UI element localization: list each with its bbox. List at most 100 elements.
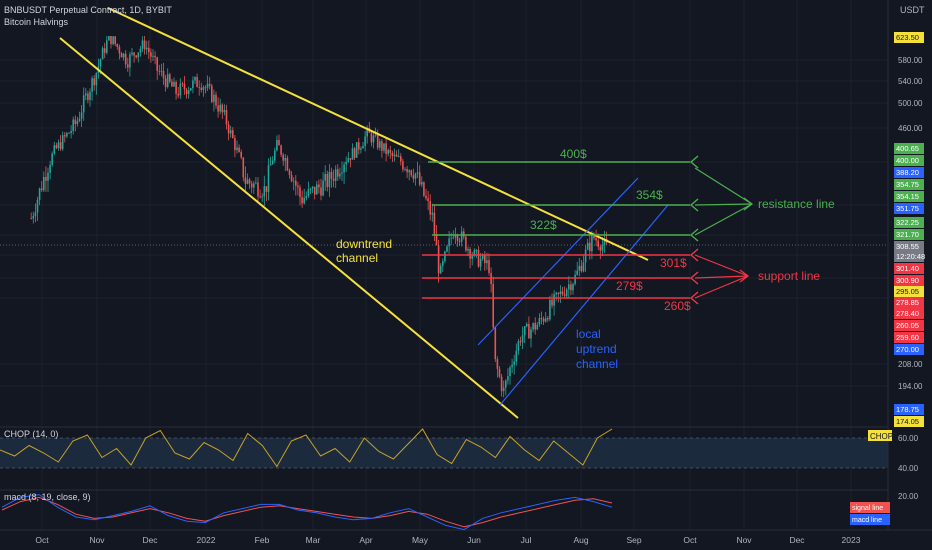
- candle: [318, 184, 320, 188]
- candle: [433, 212, 436, 234]
- price-badge-bg: [894, 297, 924, 308]
- candle: [299, 187, 301, 198]
- candle: [351, 148, 354, 160]
- price-badge: 322.25: [896, 218, 919, 227]
- price-badge-bg: [894, 179, 924, 190]
- candle: [586, 242, 589, 250]
- candle: [78, 118, 81, 121]
- candle: [442, 261, 444, 266]
- candle: [309, 188, 312, 190]
- candle: [236, 147, 238, 151]
- candle: [87, 93, 89, 100]
- candle: [446, 246, 448, 252]
- candle: [517, 341, 520, 351]
- level-label-260: 260$: [664, 299, 691, 313]
- candle: [599, 246, 602, 251]
- candle: [196, 77, 198, 88]
- price-badge: 321.70: [896, 230, 919, 239]
- candle: [574, 274, 576, 284]
- price-badge: 270.00: [896, 345, 919, 354]
- price-badge: 623.50: [896, 33, 919, 42]
- price-tick-label: 500.00: [898, 99, 923, 108]
- uptrend-label-1: local: [576, 327, 601, 341]
- candle: [519, 341, 522, 343]
- downtrend-lower-line[interactable]: [59, 37, 519, 419]
- price-badge-bg: [894, 344, 924, 355]
- candle: [532, 323, 534, 330]
- candle: [496, 359, 499, 369]
- support-arrowhead: [739, 269, 749, 283]
- candle: [500, 376, 503, 392]
- candle: [360, 148, 362, 150]
- candle: [379, 141, 381, 148]
- price-tick-label: 208.00: [898, 360, 923, 369]
- candle: [513, 361, 515, 365]
- time-tick-label: May: [412, 535, 429, 545]
- support-arrow-3: [694, 275, 749, 299]
- uptrend-upper-line[interactable]: [477, 177, 639, 346]
- time-tick-label: Nov: [89, 535, 105, 545]
- candle: [173, 82, 175, 87]
- candle: [194, 77, 196, 81]
- candle: [385, 143, 387, 154]
- uptrend-lower-line[interactable]: [499, 204, 669, 406]
- candle: [463, 231, 465, 237]
- candle: [565, 289, 568, 296]
- candle: [91, 78, 93, 92]
- candle: [129, 54, 131, 68]
- chop-series-line: [0, 428, 613, 468]
- candle: [156, 57, 158, 71]
- candle: [358, 142, 360, 150]
- candle: [332, 178, 335, 181]
- candle: [353, 148, 356, 158]
- candle: [250, 183, 253, 188]
- level-label-279: 279$: [616, 279, 643, 293]
- price-badge-bg: [894, 167, 924, 178]
- candle: [187, 90, 190, 95]
- candle: [204, 87, 207, 89]
- candle: [484, 254, 486, 264]
- candle: [542, 318, 545, 322]
- candle: [183, 83, 186, 90]
- candle: [347, 158, 350, 162]
- candle: [534, 323, 536, 330]
- candle: [217, 105, 219, 112]
- price-badge: 388.20: [896, 168, 919, 177]
- level-arrowhead: [689, 198, 699, 212]
- candle: [192, 80, 194, 89]
- candle: [454, 235, 457, 238]
- candle: [76, 120, 79, 124]
- candle: [372, 135, 375, 143]
- candle: [473, 250, 476, 256]
- candle: [427, 198, 429, 202]
- candle: [421, 182, 423, 185]
- candle: [589, 242, 591, 252]
- downtrend-upper-line[interactable]: [107, 7, 649, 261]
- candle: [221, 104, 224, 113]
- candle: [507, 376, 509, 381]
- price-badge: 278.40: [896, 309, 919, 318]
- candle: [313, 186, 316, 195]
- price-badge: 12:20:48: [896, 252, 925, 261]
- candle: [549, 299, 551, 320]
- candle: [328, 171, 331, 188]
- candle: [505, 380, 507, 388]
- candle: [339, 173, 341, 177]
- candle: [276, 140, 278, 151]
- candle: [595, 238, 597, 241]
- candle: [362, 145, 364, 149]
- price-badge: 174.05: [896, 417, 919, 426]
- candle: [154, 55, 156, 58]
- candle: [229, 130, 232, 134]
- candle: [591, 234, 593, 252]
- candle: [395, 154, 398, 157]
- candle: [414, 173, 417, 179]
- resistance-label: resistance line: [758, 197, 835, 211]
- time-tick-label: Aug: [573, 535, 588, 545]
- candle: [30, 218, 32, 219]
- candle: [74, 119, 77, 124]
- time-tick-label: Sep: [626, 535, 641, 545]
- price-badge-bg: [894, 241, 924, 252]
- candle: [416, 172, 419, 174]
